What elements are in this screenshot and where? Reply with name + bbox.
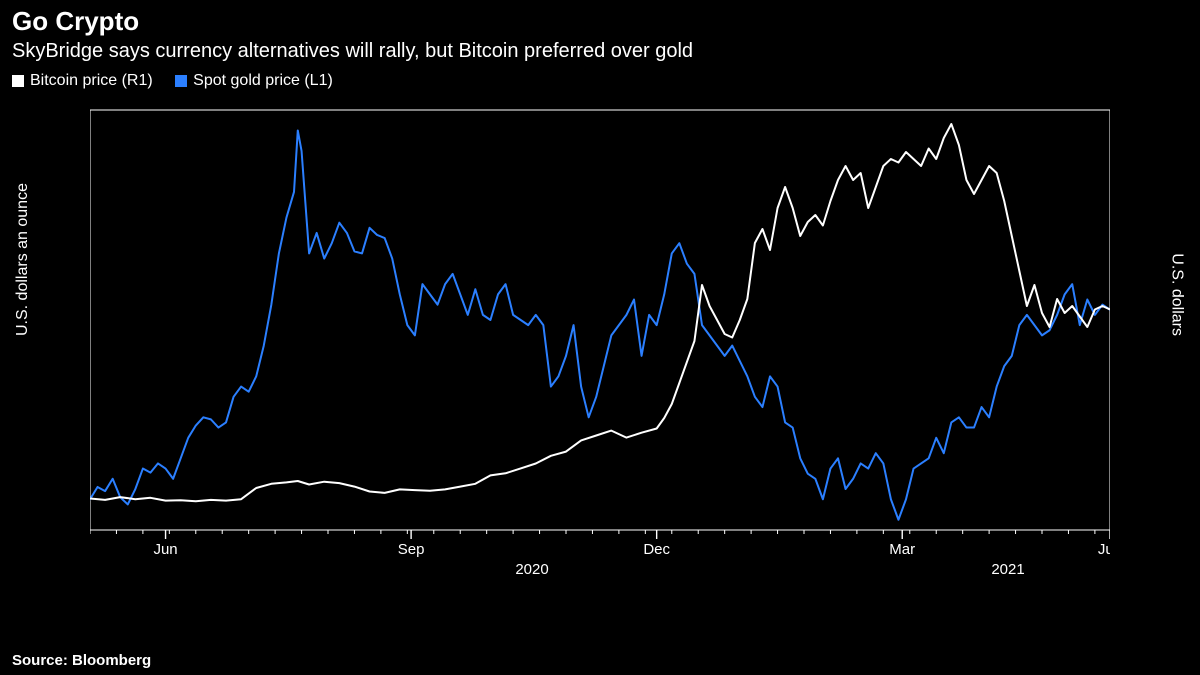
legend-swatch-gold [175, 75, 187, 87]
legend: Bitcoin price (R1) Spot gold price (L1) [12, 72, 351, 92]
svg-text:Mar: Mar [889, 541, 915, 558]
svg-text:Jun: Jun [153, 541, 177, 558]
legend-item-bitcoin: Bitcoin price (R1) [12, 72, 153, 90]
legend-label-bitcoin: Bitcoin price (R1) [30, 72, 153, 90]
chart-title: Go Crypto [12, 6, 139, 37]
legend-swatch-bitcoin [12, 75, 24, 87]
chart-svg: 1700175018001850190019502000205010000200… [90, 100, 1110, 590]
chart-subtitle: SkyBridge says currency alternatives wil… [12, 40, 693, 63]
svg-text:2021: 2021 [991, 561, 1024, 578]
chart-plot-area: 1700175018001850190019502000205010000200… [90, 100, 1110, 590]
svg-text:Jun: Jun [1098, 541, 1110, 558]
legend-label-gold: Spot gold price (L1) [193, 72, 333, 90]
legend-item-gold: Spot gold price (L1) [175, 72, 333, 90]
svg-text:Sep: Sep [398, 541, 425, 558]
source-text: Source: Bloomberg [12, 652, 151, 669]
right-axis-label: U.S. dollars [1168, 253, 1186, 336]
svg-text:2020: 2020 [515, 561, 548, 578]
svg-text:Dec: Dec [643, 541, 670, 558]
left-axis-label: U.S. dollars an ounce [14, 183, 32, 336]
